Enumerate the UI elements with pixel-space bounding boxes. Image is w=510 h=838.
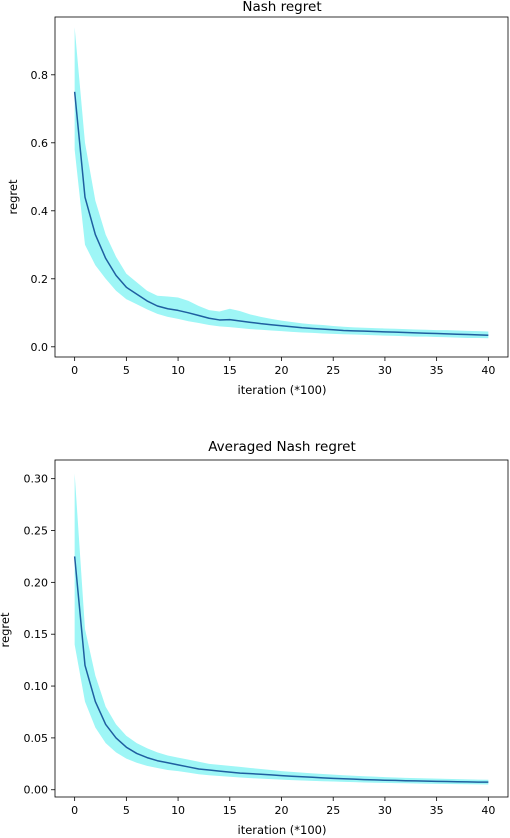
chart-nash-regret: Nash regret 0 5 10 15 20 25 30 35 40 0.0 0.2 0.4 0.6… [6,0,509,397]
x-tick-label: 15 [223,364,237,377]
x-tick-label: 25 [326,364,340,377]
x-tick-label: 15 [223,804,237,817]
x-tick-label: 20 [275,364,289,377]
x-tick-label: 40 [481,364,495,377]
x-tick-label: 5 [123,804,130,817]
x-tick-label: 5 [123,364,130,377]
x-tick-label: 0 [71,804,78,817]
y-tick-label: 0.05 [24,732,49,745]
x-tick-label: 20 [275,804,289,817]
y-tick-label: 0.0 [31,341,49,354]
mean-line [73,556,489,783]
plot-area: 0 5 10 15 20 25 30 35 40 0.00 0.05 0.10 0.15 0.20 0.25… [24,459,509,817]
y-tick-label: 0.25 [24,525,49,538]
chart-title: Nash regret [242,0,321,15]
y-tick-label: 0.00 [24,784,49,797]
y-tick-label: 0.15 [24,628,49,641]
chart-title: Averaged Nash regret [208,439,356,455]
x-tick-label: 35 [430,364,444,377]
x-tick-label: 40 [481,804,495,817]
x-tick-label: 30 [378,364,392,377]
y-tick-label: 0.20 [24,576,49,589]
confidence-band [74,473,489,785]
y-tick-label: 0.6 [31,137,49,150]
plot-area: 0 5 10 15 20 25 30 35 40 0.0 0.2 0.4 0.6 0.8 [31,16,509,377]
x-axis-label: iteration (*100) [238,823,327,837]
y-tick-label: 0.8 [31,69,49,82]
x-tick-label: 30 [378,804,392,817]
chart-averaged-nash-regret: Averaged Nash regret 0 5 10 15 20 25 30 35 40 0.0… [0,439,509,837]
y-tick-label: 0.30 [24,473,49,486]
y-tick-label: 0.2 [31,273,49,286]
x-tick-label: 25 [326,804,340,817]
x-tick-label: 0 [71,364,78,377]
confidence-band [74,27,489,339]
x-tick-label: 10 [171,804,185,817]
x-axis-label: iteration (*100) [238,383,327,397]
y-tick-label: 0.4 [31,205,49,218]
y-axis-label: regret [6,179,20,214]
x-tick-label: 10 [171,364,185,377]
y-axis-label: regret [0,612,12,647]
mean-line [73,91,489,336]
y-tick-label: 0.10 [24,680,49,693]
x-tick-label: 35 [430,804,444,817]
axes-frame [54,16,509,358]
